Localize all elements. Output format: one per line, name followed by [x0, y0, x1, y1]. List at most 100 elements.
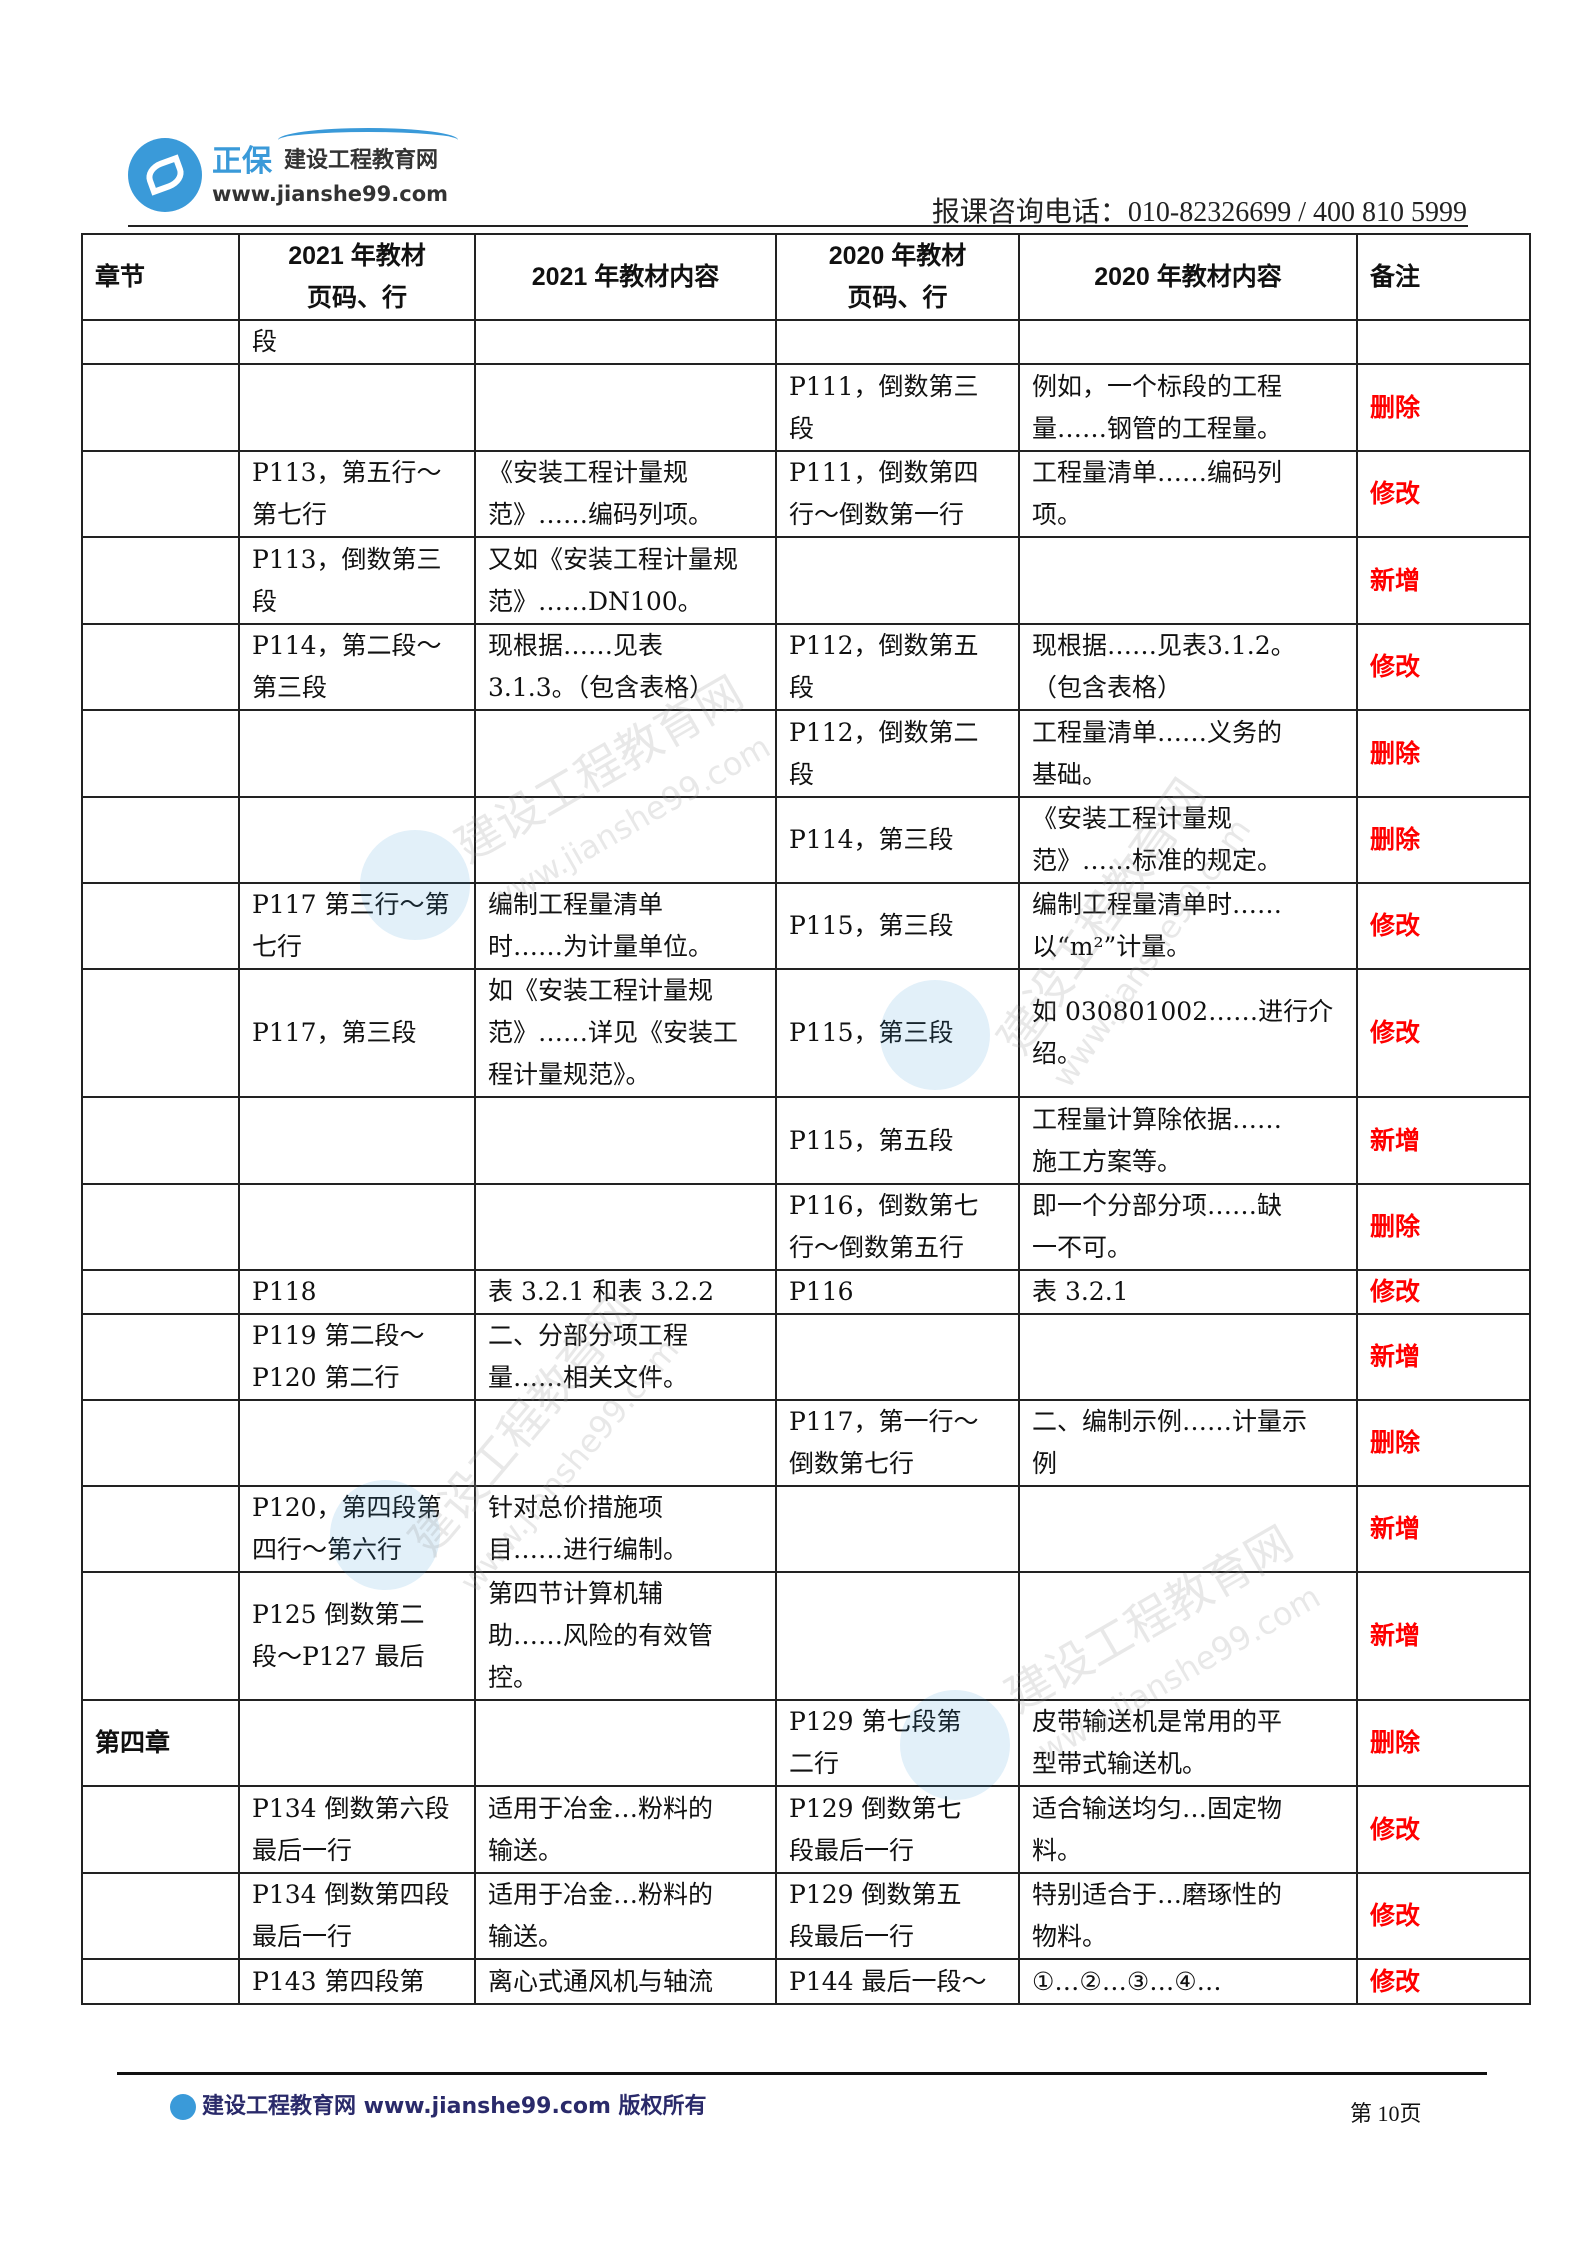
cell-content-2021: 如《安装工程计量规 范》……详见《安装工 程计量规范》。 [474, 968, 777, 1098]
table-row: P134 倒数第四段 最后一行 适用于冶金…粉料的 输送。 P129 倒数第五 段最… [81, 1872, 1531, 1960]
cell-chapter [81, 1872, 240, 1960]
cell-content-2021: 二、分部分项工程 量……相关文件。 [474, 1313, 777, 1401]
cell-page-2020: P112，倒数第二 段 [775, 709, 1020, 798]
cell-content-2020: 工程量计算除依据…… 施工方案等。 [1018, 1096, 1358, 1185]
cell-chapter [81, 536, 240, 625]
cell-content-2021: 适用于冶金…粉料的 输送。 [474, 1872, 777, 1960]
cell-chapter [81, 709, 240, 798]
column-header-content-2021: 2021 年教材内容 [474, 233, 777, 321]
logo-brand: 正保 [212, 144, 272, 179]
cell-chapter [81, 1571, 240, 1701]
cell-content-2021: 《安装工程计量规 范》……编码列项。 [474, 450, 777, 538]
cell-page-2021 [238, 1183, 476, 1271]
cell-page-2021: P113，第五行～ 第七行 [238, 450, 476, 538]
logo-arc [278, 128, 458, 152]
table-row: P112，倒数第二 段工程量清单……义务的 基础。 删除 [81, 709, 1531, 798]
cell-page-2021: P119 第二段～ P120 第二行 [238, 1313, 476, 1401]
table-row: P134 倒数第六段 最后一行 适用于冶金…粉料的 输送。 P129 倒数第七 段最… [81, 1785, 1531, 1874]
cell-content-2021 [474, 709, 777, 798]
cell-page-2020: P117，第一行～ 倒数第七行 [775, 1399, 1020, 1487]
column-header-page-2021: 2021 年教材 页码、行 [238, 233, 476, 321]
cell-content-2020: 工程量清单……编码列 项。 [1018, 450, 1358, 538]
cell-content-2020: 工程量清单……义务的 基础。 [1018, 709, 1358, 798]
cell-content-2021 [474, 1399, 777, 1487]
cell-content-2021: 又如《安装工程计量规 范》……DN100。 [474, 536, 777, 625]
site-logo: 正保 建设工程教育网 www.jianshe99.com [128, 128, 468, 218]
cell-chapter [81, 623, 240, 711]
cell-content-2020: 表 3.2.1 [1018, 1269, 1358, 1315]
cell-page-2021: P118 [238, 1269, 476, 1315]
cell-chapter [81, 796, 240, 884]
header-divider [128, 225, 1468, 227]
footer-text: 建设工程教育网 www.jianshe99.com 版权所有 [202, 2094, 707, 2119]
cell-page-2021 [238, 709, 476, 798]
cell-content-2020 [1018, 1313, 1358, 1401]
cell-content-2021 [474, 1183, 777, 1271]
cell-chapter [81, 1785, 240, 1874]
cell-note: 新增 [1356, 1485, 1531, 1573]
cell-page-2021 [238, 1699, 476, 1787]
column-header-chapter: 章节 [81, 233, 240, 321]
page-number: 第 10页 [1350, 2101, 1422, 2126]
comparison-table: 章节 2021 年教材 页码、行 2021 年教材内容 2020 年教材 页码、行 20… [81, 233, 1531, 2005]
cell-note: 删除 [1356, 1183, 1531, 1271]
cell-page-2020: P116 [775, 1269, 1020, 1315]
table-row: P113，第五行～ 第七行 《安装工程计量规 范》……编码列项。 P111，倒数第四… [81, 450, 1531, 538]
cell-content-2020 [1018, 536, 1358, 625]
cell-chapter [81, 450, 240, 538]
cell-note: 删除 [1356, 709, 1531, 798]
cell-chapter [81, 1096, 240, 1185]
cell-chapter [81, 968, 240, 1098]
cell-note: 修改 [1356, 968, 1531, 1098]
cell-page-2020 [775, 1313, 1020, 1401]
cell-page-2021 [238, 796, 476, 884]
cell-chapter [81, 1269, 240, 1315]
cell-page-2021: P117，第三段 [238, 968, 476, 1098]
table-row: P116，倒数第七 行～倒数第五行 即一个分部分项……缺 一不可。 删除 [81, 1183, 1531, 1271]
cell-content-2020: 现根据……见表3.1.2。 （包含表格） [1018, 623, 1358, 711]
cell-page-2020: P116，倒数第七 行～倒数第五行 [775, 1183, 1020, 1271]
cell-content-2020: 如 030801002……进行介 绍。 [1018, 968, 1358, 1098]
cell-note: 修改 [1356, 1269, 1531, 1315]
consult-phone: 报课咨询电话：010-82326699 / 400 810 5999 [931, 197, 1467, 228]
cell-page-2021: P114，第二段～ 第三段 [238, 623, 476, 711]
cell-content-2021: 现根据……见表 3.1.3。（包含表格） [474, 623, 777, 711]
logo-url: www.jianshe99.com [212, 182, 449, 206]
cell-page-2020 [775, 1485, 1020, 1573]
cell-page-2021 [238, 363, 476, 452]
cell-content-2020: 编制工程量清单时…… 以“m²”计量。 [1018, 882, 1358, 970]
cell-page-2021: P120，第四段第 四行～第六行 [238, 1485, 476, 1573]
cell-note: 新增 [1356, 1096, 1531, 1185]
cell-note: 修改 [1356, 1785, 1531, 1874]
cell-content-2020: 例如，一个标段的工程 量……钢管的工程量。 [1018, 363, 1358, 452]
cell-note: 修改 [1356, 450, 1531, 538]
cell-note: 新增 [1356, 536, 1531, 625]
logo-name: 建设工程教育网 [284, 148, 439, 173]
column-header-page-2020: 2020 年教材 页码、行 [775, 233, 1020, 321]
cell-page-2021: P134 倒数第六段 最后一行 [238, 1785, 476, 1874]
cell-content-2020: 二、编制示例……计量示 例 [1018, 1399, 1358, 1487]
cell-chapter [81, 882, 240, 970]
cell-page-2020: P115，第三段 [775, 882, 1020, 970]
cell-content-2020 [1018, 319, 1358, 365]
cell-page-2020: P115，第三段 [775, 968, 1020, 1098]
cell-page-2020: P115，第五段 [775, 1096, 1020, 1185]
table-row: P125 倒数第二 段～P127 最后 第四节计算机辅 助……风险的有效管 控。 新… [81, 1571, 1531, 1701]
cell-page-2020 [775, 319, 1020, 365]
cell-content-2021: 针对总价措施项 目……进行编制。 [474, 1485, 777, 1573]
table-row: P114，第二段～ 第三段 现根据……见表 3.1.3。（包含表格） P112，倒数… [81, 623, 1531, 711]
cell-page-2021: 段 [238, 319, 476, 365]
cell-page-2020: P112，倒数第五 段 [775, 623, 1020, 711]
cell-content-2020: ①…②…③…④… [1018, 1958, 1358, 2005]
cell-page-2020: P111，倒数第四 行～倒数第一行 [775, 450, 1020, 538]
cell-content-2021 [474, 796, 777, 884]
cell-content-2020: 皮带输送机是常用的平 型带式输送机。 [1018, 1699, 1358, 1787]
cell-note: 修改 [1356, 1958, 1531, 2005]
table-row: P117 第三行～第 七行 编制工程量清单 时……为计量单位。 P115，第三段 编制… [81, 882, 1531, 970]
table-row: P117，第三段 如《安装工程计量规 范》……详见《安装工 程计量规范》。 P115… [81, 968, 1531, 1098]
table-row: P115，第五段 工程量计算除依据…… 施工方案等。 新增 [81, 1096, 1531, 1185]
footer-logo-icon [170, 2094, 196, 2120]
cell-note: 修改 [1356, 1872, 1531, 1960]
table-row: 第四章 P129 第七段第 二行 皮带输送机是常用的平 型带式输送机。 删除 [81, 1699, 1531, 1787]
table-row: P111，倒数第三 段例如，一个标段的工程 量……钢管的工程量。 删除 [81, 363, 1531, 452]
